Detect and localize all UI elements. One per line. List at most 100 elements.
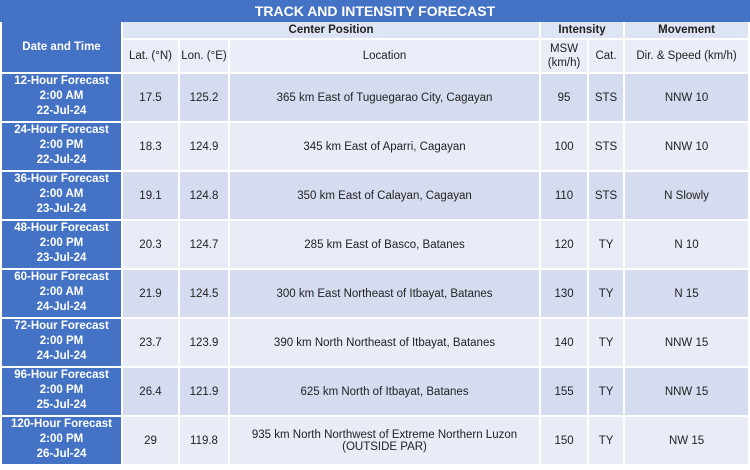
lon-cell: 119.8 xyxy=(180,417,228,464)
lat-cell: 18.3 xyxy=(123,123,178,170)
lat-cell: 17.5 xyxy=(123,74,178,121)
date-date: 26-Jul-24 xyxy=(36,448,87,460)
msw-cell: 120 xyxy=(541,221,588,268)
date-time: 2:00 AM xyxy=(39,286,84,298)
date-date: 25-Jul-24 xyxy=(36,399,87,411)
date-period: 96-Hour Forecast xyxy=(14,369,109,381)
lon-cell: 124.5 xyxy=(180,270,228,317)
category-cell: TY xyxy=(589,319,624,366)
location-line: 625 km North of Itbayat, Batanes xyxy=(300,385,469,398)
date-cell: 96-Hour Forecast 2:00 PM 25-Jul-24 xyxy=(2,368,121,415)
date-date: 23-Jul-24 xyxy=(36,252,87,264)
location-cell: 935 km North Northwest of Extreme Northe… xyxy=(230,417,540,464)
header-cell: Movement xyxy=(625,22,749,38)
msw-cell: 155 xyxy=(541,368,588,415)
lat-cell: 19.1 xyxy=(123,172,178,219)
date-time: 2:00 PM xyxy=(39,139,84,151)
location-line: 365 km East of Tuguegarao City, Cagayan xyxy=(276,91,493,104)
location-cell: 365 km East of Tuguegarao City, Cagayan xyxy=(230,74,540,121)
date-date: 24-Jul-24 xyxy=(36,301,87,313)
date-period: 60-Hour Forecast xyxy=(14,271,109,283)
date-period: 120-Hour Forecast xyxy=(11,418,112,430)
category-cell: TY xyxy=(589,221,624,268)
location-line: 390 km North Northeast of Itbayat, Batan… xyxy=(273,336,496,349)
header-cell: Cat. xyxy=(589,40,624,72)
movement-cell: NW 15 xyxy=(625,417,749,464)
location-line: 350 km East of Calayan, Cagayan xyxy=(297,189,472,202)
msw-cell: 150 xyxy=(541,417,588,464)
msw-cell: 110 xyxy=(541,172,588,219)
header-cell: Location xyxy=(230,40,540,72)
location-line: (OUTSIDE PAR) xyxy=(342,440,427,453)
lat-cell: 20.3 xyxy=(123,221,178,268)
header-cell: MSW (km/h) xyxy=(541,40,588,72)
lon-cell: 124.9 xyxy=(180,123,228,170)
date-time: 2:00 PM xyxy=(39,384,84,396)
date-cell: 60-Hour Forecast 2:00 AM 24-Jul-24 xyxy=(2,270,121,317)
header-cell: Intensity xyxy=(541,22,624,38)
date-cell: 48-Hour Forecast 2:00 PM 23-Jul-24 xyxy=(2,221,121,268)
date-lines: 48-Hour Forecast 2:00 PM 23-Jul-24 xyxy=(2,221,121,268)
forecast-table: Date and Time Center Position Intensity … xyxy=(0,20,750,466)
movement-cell: NNW 10 xyxy=(625,123,749,170)
table-row: 72-Hour Forecast 2:00 PM 24-Jul-24 23.7 123.… xyxy=(2,319,749,366)
location-cell: 285 km East of Basco, Batanes xyxy=(230,221,540,268)
date-lines: 120-Hour Forecast 2:00 PM 26-Jul-24 xyxy=(2,417,121,464)
lat-cell: 26.4 xyxy=(123,368,178,415)
date-time: 2:00 AM xyxy=(39,188,84,200)
lon-cell: 124.7 xyxy=(180,221,228,268)
category-cell: TY xyxy=(589,417,624,464)
msw-cell: 95 xyxy=(541,74,588,121)
date-cell: 72-Hour Forecast 2:00 PM 24-Jul-24 xyxy=(2,319,121,366)
header-cell: Lat. (°N) xyxy=(123,40,178,72)
location-line: 345 km East of Aparri, Cagayan xyxy=(303,140,466,153)
date-time: 2:00 PM xyxy=(39,335,84,347)
lat-cell: 29 xyxy=(123,417,178,464)
date-date: 24-Jul-24 xyxy=(36,350,87,362)
date-lines: 36-Hour Forecast 2:00 AM 23-Jul-24 xyxy=(2,172,121,219)
location-cell: 345 km East of Aparri, Cagayan xyxy=(230,123,540,170)
category-cell: TY xyxy=(589,270,624,317)
category-cell: STS xyxy=(589,172,624,219)
table-row: 60-Hour Forecast 2:00 AM 24-Jul-24 21.9 124.… xyxy=(2,270,749,317)
table-title: TRACK AND INTENSITY FORECAST xyxy=(0,0,750,22)
date-period: 72-Hour Forecast xyxy=(14,320,109,332)
lon-cell: 125.2 xyxy=(180,74,228,121)
table-row: 24-Hour Forecast 2:00 PM 22-Jul-24 18.3 124.… xyxy=(2,123,749,170)
movement-cell: NNW 15 xyxy=(625,368,749,415)
movement-cell: NNW 10 xyxy=(625,74,749,121)
date-period: 36-Hour Forecast xyxy=(14,173,109,185)
lat-cell: 23.7 xyxy=(123,319,178,366)
header-cell: Date and Time xyxy=(2,22,121,72)
movement-cell: N 15 xyxy=(625,270,749,317)
date-period: 12-Hour Forecast xyxy=(14,75,109,87)
lon-cell: 123.9 xyxy=(180,319,228,366)
lon-cell: 124.8 xyxy=(180,172,228,219)
date-lines: 12-Hour Forecast 2:00 AM 22-Jul-24 xyxy=(2,74,121,121)
category-cell: STS xyxy=(589,74,624,121)
date-date: 23-Jul-24 xyxy=(36,203,87,215)
table-row: 96-Hour Forecast 2:00 PM 25-Jul-24 26.4 121.… xyxy=(2,368,749,415)
msw-cell: 140 xyxy=(541,319,588,366)
msw-cell: 100 xyxy=(541,123,588,170)
movement-cell: N Slowly xyxy=(625,172,749,219)
location-cell: 350 km East of Calayan, Cagayan xyxy=(230,172,540,219)
date-cell: 120-Hour Forecast 2:00 PM 26-Jul-24 xyxy=(2,417,121,464)
date-cell: 24-Hour Forecast 2:00 PM 22-Jul-24 xyxy=(2,123,121,170)
date-lines: 72-Hour Forecast 2:00 PM 24-Jul-24 xyxy=(2,319,121,366)
date-time: 2:00 PM xyxy=(39,237,84,249)
date-time: 2:00 PM xyxy=(39,433,84,445)
date-period: 24-Hour Forecast xyxy=(14,124,109,136)
lat-cell: 21.9 xyxy=(123,270,178,317)
location-line: 300 km East Northeast of Itbayat, Batane… xyxy=(276,287,493,300)
header-cell: Dir. & Speed (km/h) xyxy=(625,40,749,72)
date-cell: 36-Hour Forecast 2:00 AM 23-Jul-24 xyxy=(2,172,121,219)
date-lines: 96-Hour Forecast 2:00 PM 25-Jul-24 xyxy=(2,368,121,415)
movement-cell: NNW 15 xyxy=(625,319,749,366)
date-time: 2:00 AM xyxy=(39,90,84,102)
table-row: 120-Hour Forecast 2:00 PM 26-Jul-24 29 119.8… xyxy=(2,417,749,464)
lon-cell: 121.9 xyxy=(180,368,228,415)
date-date: 22-Jul-24 xyxy=(36,154,87,166)
date-period: 48-Hour Forecast xyxy=(14,222,109,234)
